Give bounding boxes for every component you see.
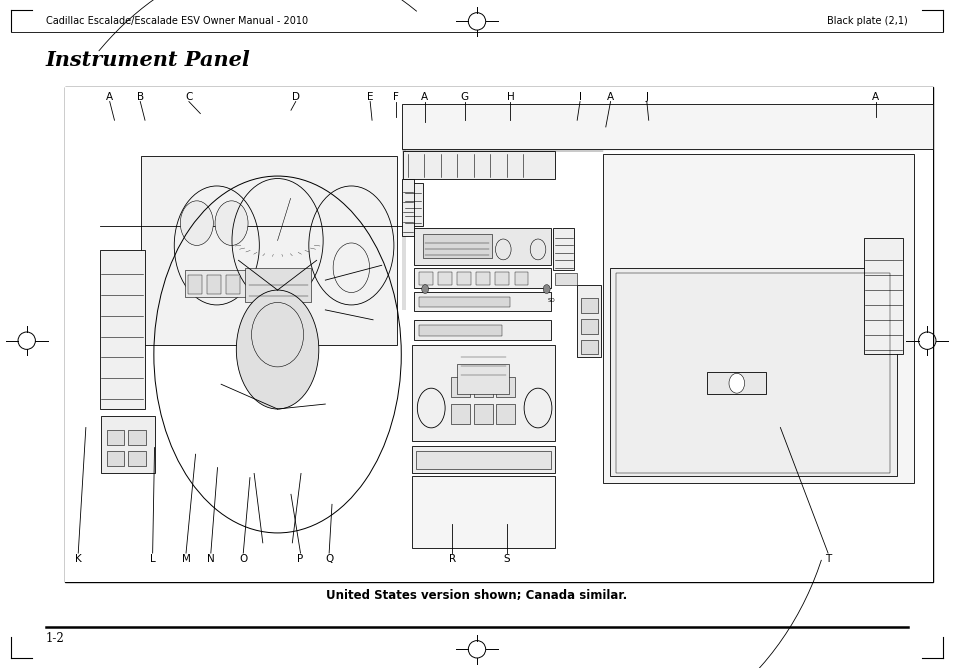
Bar [602, 154, 913, 484]
Text: D: D [292, 92, 299, 102]
Ellipse shape [236, 290, 318, 409]
Text: B: B [136, 92, 144, 102]
Text: R: R [448, 554, 456, 564]
Bar [403, 184, 422, 226]
Bar [474, 377, 493, 397]
Bar [862, 238, 902, 355]
Text: A: A [871, 92, 879, 102]
Bar [65, 87, 932, 582]
Bar [226, 275, 240, 294]
Text: Instrument Panel: Instrument Panel [46, 50, 251, 70]
Ellipse shape [214, 201, 248, 245]
Bar [128, 451, 146, 466]
Ellipse shape [180, 201, 213, 245]
Text: United States version shown; Canada similar.: United States version shown; Canada simi… [326, 589, 627, 603]
Ellipse shape [728, 373, 744, 393]
Bar [422, 234, 492, 258]
Bar [412, 446, 555, 474]
Bar [580, 339, 598, 355]
Text: K: K [74, 554, 82, 564]
Bar [188, 275, 202, 294]
Text: I: I [578, 92, 581, 102]
Bar [552, 228, 574, 271]
Text: 1-2: 1-2 [46, 632, 65, 645]
Bar [451, 377, 470, 397]
Text: S: S [503, 554, 509, 564]
Bar [418, 273, 433, 285]
Bar [456, 365, 509, 394]
Bar [107, 451, 124, 466]
Bar [609, 268, 896, 476]
Bar [65, 87, 932, 582]
Text: P: P [297, 554, 303, 564]
Bar [418, 297, 510, 307]
Bar [437, 273, 452, 285]
Text: H: H [506, 92, 514, 102]
Bar [496, 377, 515, 397]
Ellipse shape [542, 285, 550, 293]
Bar [412, 476, 555, 548]
Text: Black plate (2,1): Black plate (2,1) [826, 17, 907, 26]
Bar [412, 345, 555, 442]
Bar [451, 404, 470, 424]
Text: A: A [606, 92, 614, 102]
Bar [476, 273, 490, 285]
Text: SD: SD [547, 299, 555, 303]
Bar [245, 268, 311, 303]
Text: L: L [150, 554, 155, 564]
Text: F: F [393, 92, 398, 102]
Bar [555, 273, 577, 285]
Bar [602, 119, 913, 151]
Bar [207, 275, 221, 294]
Text: A: A [106, 92, 113, 102]
Bar [401, 136, 406, 310]
Bar [577, 285, 600, 357]
Text: E: E [367, 92, 373, 102]
Bar [706, 372, 765, 394]
Bar [514, 273, 528, 285]
Text: G: G [460, 92, 468, 102]
Text: O: O [239, 554, 247, 564]
Bar [495, 273, 509, 285]
Bar [496, 404, 515, 424]
Bar [128, 430, 146, 445]
Bar [580, 319, 598, 334]
Text: T: T [824, 554, 830, 564]
Text: Cadillac Escalade/Escalade ESV Owner Manual - 2010: Cadillac Escalade/Escalade ESV Owner Man… [46, 17, 308, 26]
Bar [101, 416, 155, 474]
Bar [414, 320, 551, 339]
Bar [403, 151, 555, 178]
Bar [456, 273, 471, 285]
Bar [99, 250, 145, 409]
Text: Q: Q [325, 554, 333, 564]
Bar [185, 271, 247, 297]
Bar [414, 268, 551, 288]
Text: N: N [207, 554, 214, 564]
Ellipse shape [421, 285, 428, 293]
Text: A: A [420, 92, 428, 102]
Bar [474, 404, 493, 424]
Bar [616, 273, 889, 474]
Text: M: M [181, 554, 191, 564]
Bar [416, 451, 551, 470]
Bar [401, 104, 932, 149]
Text: C: C [185, 92, 193, 102]
Bar [401, 178, 414, 236]
Bar [580, 298, 598, 313]
Bar [418, 325, 501, 336]
Bar [107, 430, 124, 445]
Bar [414, 292, 551, 311]
Bar [141, 156, 397, 345]
Bar [414, 228, 551, 265]
Text: J: J [644, 92, 648, 102]
